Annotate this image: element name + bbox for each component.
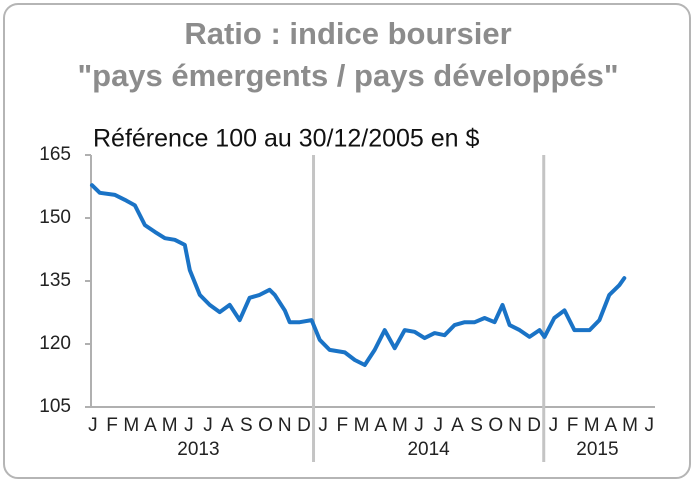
year-label: 2015 (576, 439, 618, 460)
x-tick-label: N (508, 415, 522, 436)
x-tick-label: F (106, 415, 118, 436)
x-tick-label: A (605, 415, 618, 436)
x-tick-label: J (414, 415, 424, 436)
data-line (90, 183, 627, 367)
x-tick-label: A (451, 415, 464, 436)
x-tick-label: D (297, 415, 311, 436)
y-tick-label: 165 (39, 144, 71, 165)
x-tick-label: A (144, 415, 157, 436)
x-tick-label: F (567, 415, 579, 436)
y-tick-label: 150 (39, 207, 71, 228)
x-tick-label: M (392, 415, 408, 436)
x-tick-label: M (123, 415, 139, 436)
x-tick-label: D (527, 415, 541, 436)
x-tick-label: J (318, 415, 328, 436)
x-tick-label: M (622, 415, 638, 436)
x-tick-label: J (433, 415, 443, 436)
x-tick-label: M (584, 415, 600, 436)
x-tick-label: O (488, 415, 503, 436)
x-tick-label: S (470, 415, 483, 436)
x-tick-label: J (644, 415, 654, 436)
x-tick-label: A (374, 415, 387, 436)
x-tick-label: J (549, 415, 559, 436)
x-tick-label: S (240, 415, 253, 436)
x-tick-label: M (354, 415, 370, 436)
chart-title: "pays émergents / pays développés" (77, 58, 618, 93)
year-label: 2014 (407, 439, 450, 460)
frame (3, 3, 691, 479)
x-tick-label: O (258, 415, 273, 436)
x-tick-label: N (278, 415, 292, 436)
x-tick-label: J (184, 415, 194, 436)
subtitle: Référence 100 au 30/12/2005 en $ (93, 125, 480, 153)
y-tick-label: 105 (39, 396, 71, 417)
y-tick-label: 135 (39, 270, 71, 291)
chart-title: Ratio : indice boursier (184, 16, 511, 51)
x-tick-label: M (162, 415, 178, 436)
x-tick-label: F (337, 415, 349, 436)
y-tick-label: 120 (39, 333, 71, 354)
year-label: 2013 (177, 439, 219, 460)
x-tick-label: J (203, 415, 213, 436)
x-tick-label: J (88, 415, 98, 436)
x-tick-label: A (221, 415, 234, 436)
